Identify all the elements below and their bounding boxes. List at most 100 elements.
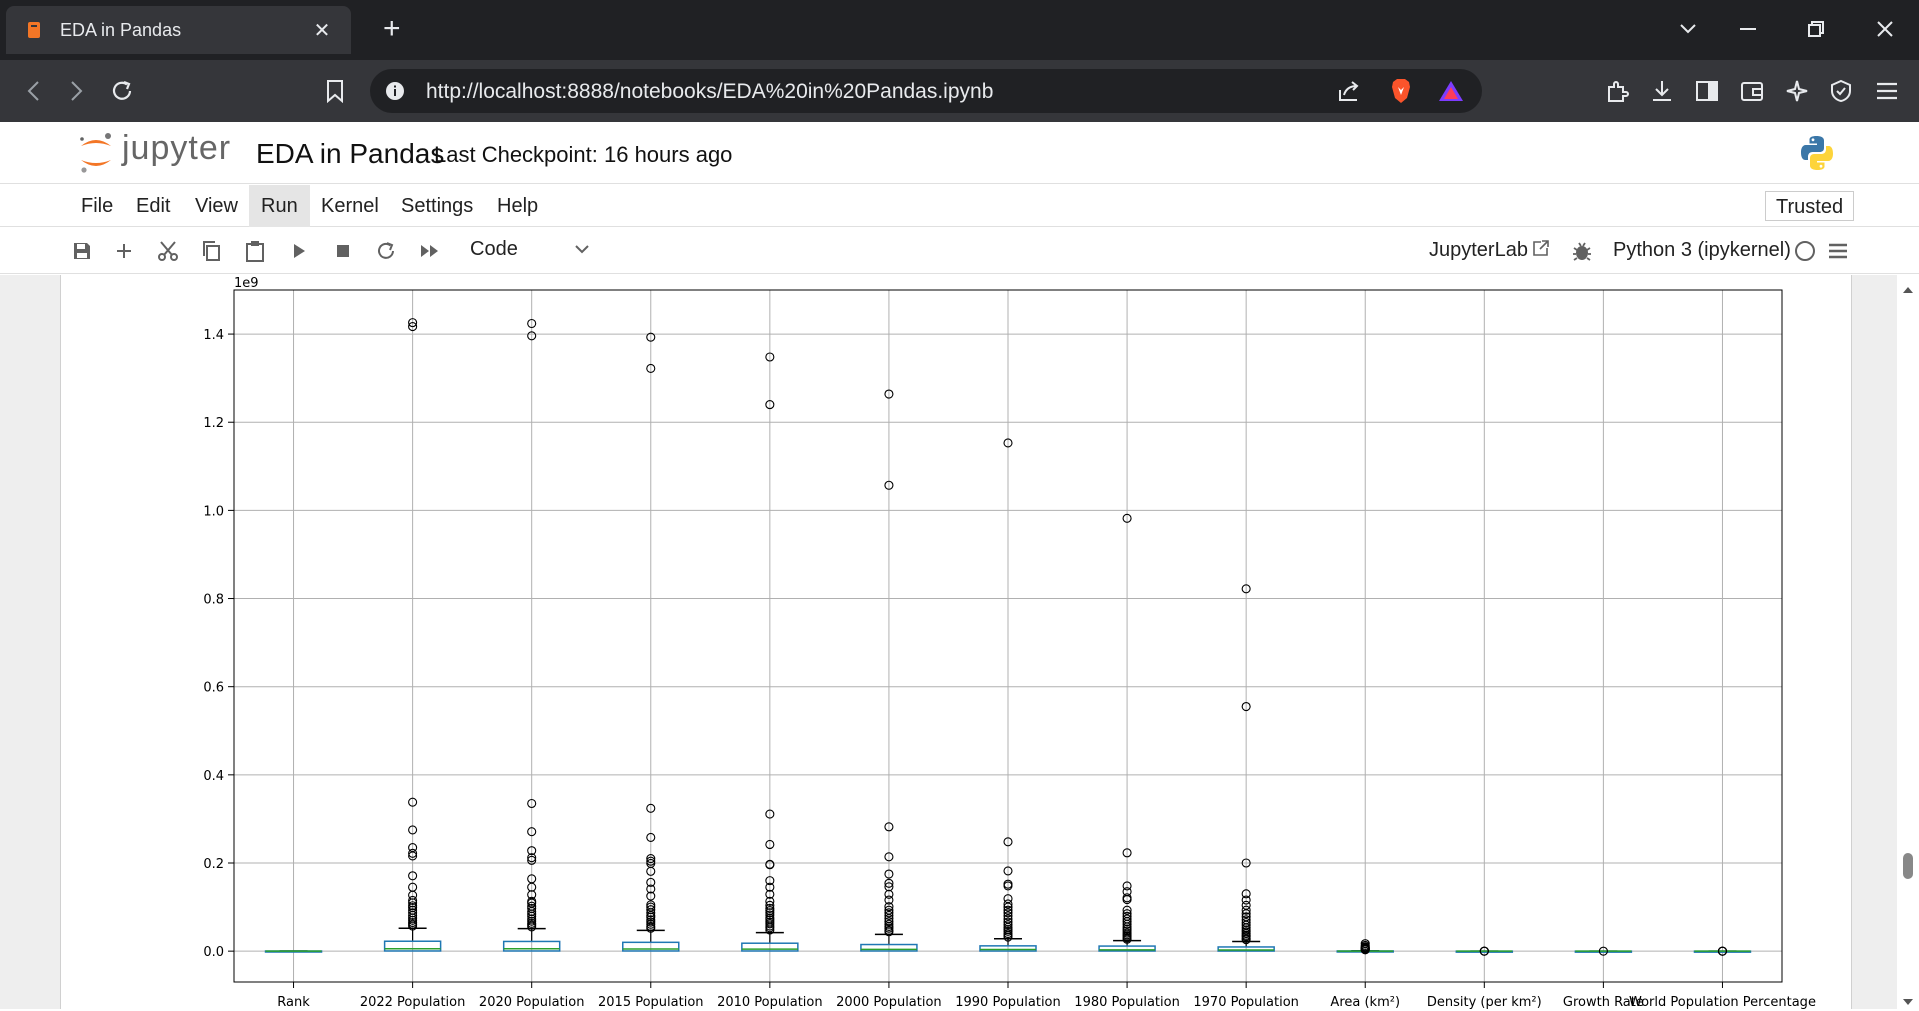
restore-icon[interactable] <box>1801 14 1831 44</box>
outlier-point <box>1122 848 1132 858</box>
menu-icon[interactable] <box>1872 76 1902 106</box>
new-tab-icon[interactable]: + <box>383 12 401 45</box>
outlier-point <box>765 896 775 906</box>
tab-search-chevron-icon[interactable] <box>1673 14 1703 44</box>
brave-rewards-icon[interactable] <box>1436 76 1466 106</box>
outlier-point <box>1003 905 1013 915</box>
cell-type-select[interactable]: Code <box>470 238 518 260</box>
outlier-point <box>408 318 418 328</box>
outlier-point <box>646 877 656 887</box>
outlier-point <box>1003 438 1013 448</box>
python-logo-icon <box>1798 134 1836 172</box>
x-tick-label: 2020 Population <box>479 995 585 1009</box>
forward-icon[interactable] <box>62 76 92 106</box>
outlier-point <box>765 876 775 886</box>
x-tick-label: World Population Percentage <box>1629 995 1816 1009</box>
x-tick-label: Growth Rate <box>1563 995 1644 1009</box>
external-link-icon[interactable] <box>1529 236 1553 260</box>
trusted-indicator[interactable]: Trusted <box>1765 191 1855 221</box>
back-icon[interactable] <box>18 76 48 106</box>
outlier-point <box>1003 926 1013 936</box>
close-window-icon[interactable] <box>1870 14 1900 44</box>
vpn-icon[interactable] <box>1826 76 1856 106</box>
scrollbar-thumb[interactable] <box>1903 853 1913 879</box>
menu-settings[interactable]: Settings <box>401 195 474 217</box>
cut-icon[interactable] <box>156 239 180 263</box>
run-icon[interactable] <box>287 239 311 263</box>
jupyter-logo-icon[interactable] <box>78 130 114 176</box>
outlier-point <box>1003 920 1013 930</box>
y-tick-label: 0.8 <box>203 593 224 608</box>
menu-run[interactable]: Run <box>249 185 310 227</box>
downloads-icon[interactable] <box>1647 76 1677 106</box>
stop-icon[interactable] <box>331 239 355 263</box>
outlier-point <box>1003 866 1013 876</box>
jupyterlab-link[interactable]: JupyterLab <box>1429 239 1528 261</box>
notebook-toolbar: Code JupyterLab Python 3 (ipykernel) <box>0 228 1919 274</box>
box-body <box>860 943 918 952</box>
outlier-point <box>527 916 537 926</box>
minimize-icon[interactable] <box>1733 14 1763 44</box>
kernel-status-icon <box>1793 239 1817 263</box>
browser-tab[interactable]: EDA in Pandas ✕ <box>6 6 351 54</box>
outlier-point <box>527 331 537 341</box>
outlier-point <box>646 832 656 842</box>
y-tick-label: 0.2 <box>203 857 224 872</box>
copy-icon[interactable] <box>199 239 223 263</box>
outlier-point <box>1241 895 1251 905</box>
outlier-point <box>408 898 418 908</box>
y-tick-label: 1.0 <box>203 504 224 519</box>
address-bar[interactable]: http://localhost:8888/notebooks/EDA%20in… <box>370 69 1482 113</box>
share-icon[interactable] <box>1334 76 1364 106</box>
save-icon[interactable] <box>70 239 94 263</box>
outlier-point <box>527 827 537 837</box>
menu-file[interactable]: File <box>81 195 114 217</box>
outlier-point <box>884 910 894 920</box>
site-info-icon[interactable] <box>380 76 410 106</box>
outlier-point <box>884 389 894 399</box>
outlier-point <box>1717 946 1728 956</box>
menu-view[interactable]: View <box>195 195 238 217</box>
menu-kernel[interactable]: Kernel <box>321 195 379 217</box>
paste-icon[interactable] <box>243 239 267 263</box>
notebook-favicon-icon <box>26 21 42 39</box>
outlier-point <box>1122 895 1132 905</box>
outlier-point <box>765 919 775 929</box>
scroll-down-icon[interactable] <box>1902 993 1914 1011</box>
debugger-icon[interactable] <box>1570 239 1594 263</box>
kernel-menu-icon[interactable] <box>1826 239 1850 263</box>
x-tick-label: Density (per km²) <box>1427 995 1542 1009</box>
x-tick-label: 2015 Population <box>598 995 704 1009</box>
outlier-point <box>646 912 656 922</box>
scroll-up-icon[interactable] <box>1902 281 1914 299</box>
outlier-point <box>1003 881 1013 891</box>
outlier-point <box>408 851 418 861</box>
restart-kernel-icon[interactable] <box>374 239 398 263</box>
reload-icon[interactable] <box>107 76 137 106</box>
wallet-icon[interactable] <box>1737 76 1767 106</box>
notebook-name[interactable]: EDA in Pandas <box>256 138 445 169</box>
outlier-point <box>884 822 894 832</box>
tab-close-icon[interactable]: ✕ <box>313 19 331 42</box>
outlier-point <box>408 915 418 925</box>
boxplot-chart: 0.0 0.2 0.4 0.6 0.8 1.0 1.2 1.4 1e9 Rank 2022 Popu… <box>203 276 1816 1009</box>
leo-ai-icon[interactable] <box>1782 76 1812 106</box>
run-all-icon[interactable] <box>418 239 442 263</box>
outlier-point <box>765 352 775 362</box>
extensions-icon[interactable] <box>1602 76 1632 106</box>
sidebar-icon[interactable] <box>1692 76 1722 106</box>
outlier-point <box>1003 932 1013 942</box>
x-tick-label: 2000 Population <box>836 995 942 1009</box>
page-scrollbar[interactable] <box>1897 275 1919 1009</box>
kernel-name[interactable]: Python 3 (ipykernel) <box>1613 239 1791 261</box>
menu-edit[interactable]: Edit <box>136 195 171 217</box>
outlier-point <box>527 798 537 809</box>
outlier-point <box>1122 881 1132 891</box>
chevron-down-icon[interactable] <box>574 242 590 260</box>
outlier-point <box>1241 889 1251 899</box>
brave-shields-icon[interactable] <box>1386 76 1416 106</box>
bookmark-icon[interactable] <box>320 76 350 106</box>
outlier-point <box>646 908 656 918</box>
menu-help[interactable]: Help <box>497 195 539 217</box>
add-cell-icon[interactable] <box>112 239 136 263</box>
